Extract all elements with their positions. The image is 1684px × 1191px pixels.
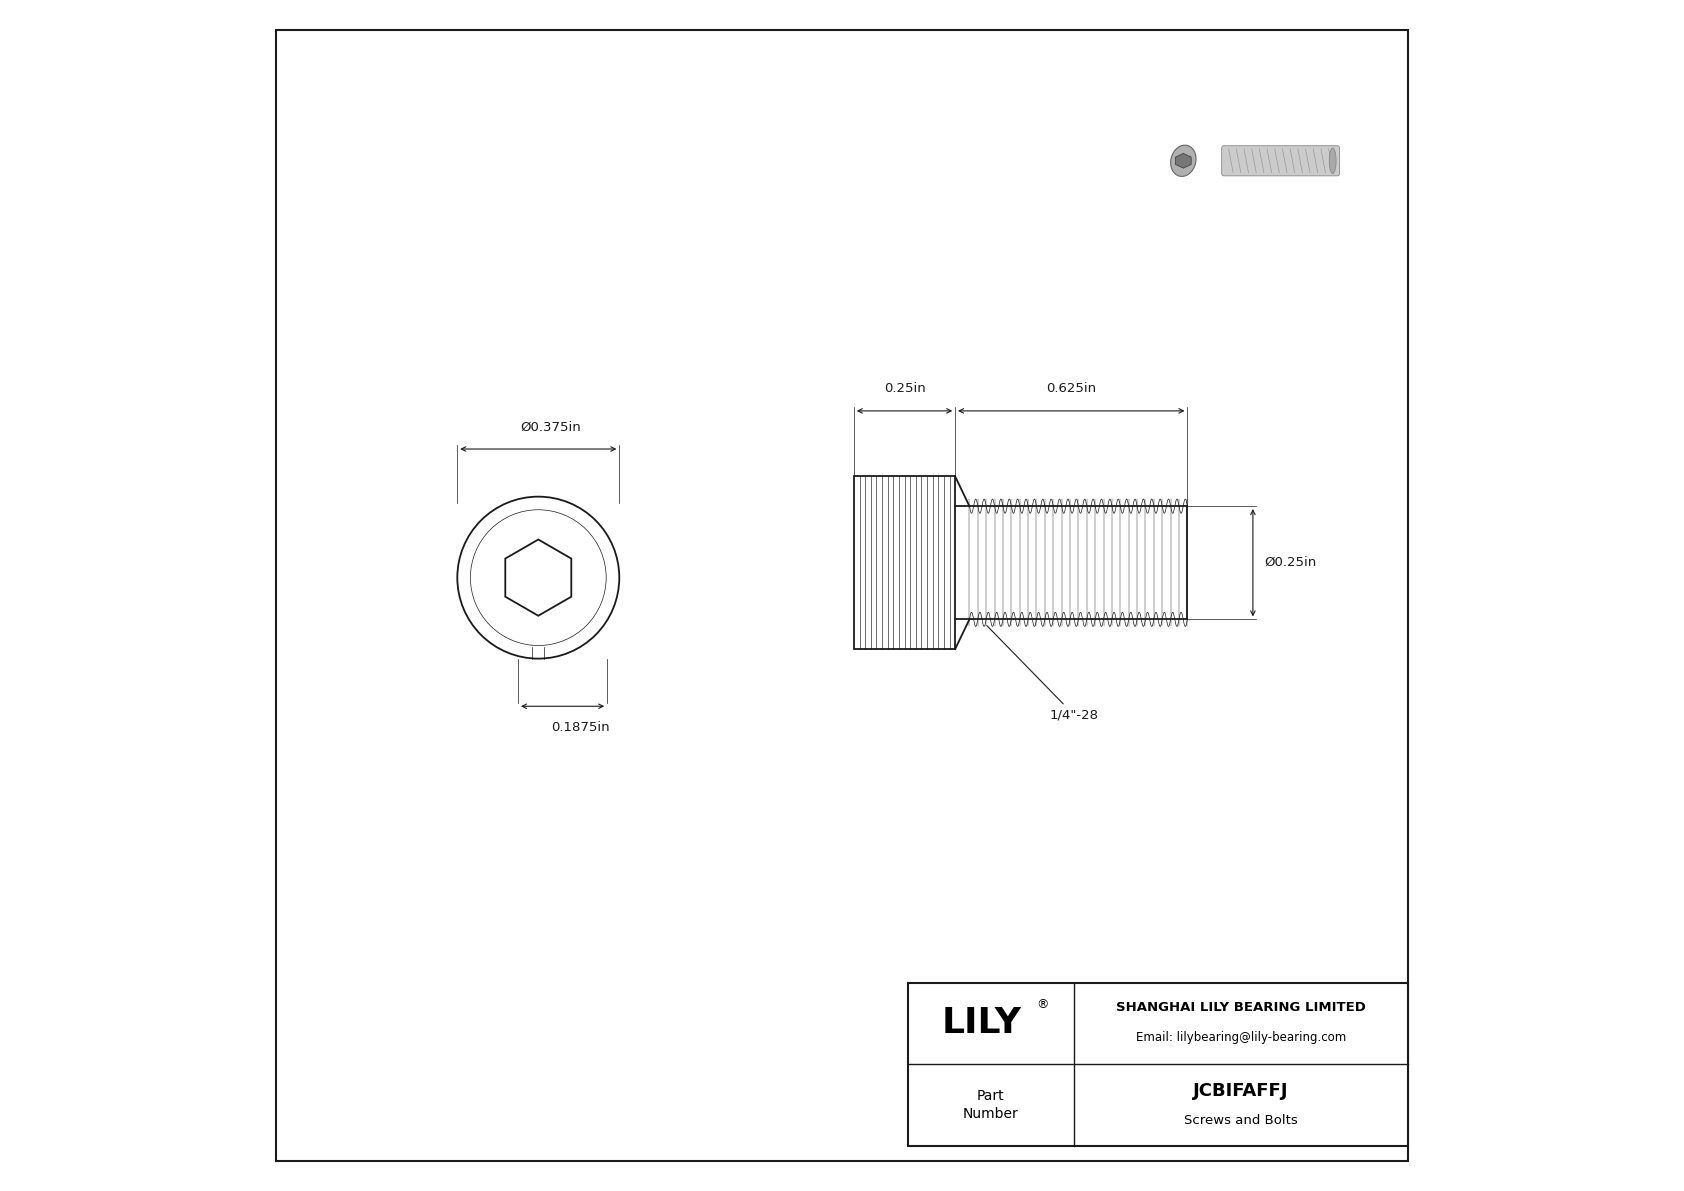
- Text: 0.1875in: 0.1875in: [551, 721, 610, 734]
- Text: Email: lilybearing@lily-bearing.com: Email: lilybearing@lily-bearing.com: [1137, 1031, 1346, 1045]
- Text: Ø0.25in: Ø0.25in: [1265, 556, 1317, 569]
- Text: ®: ®: [1036, 998, 1049, 1011]
- Text: 1/4"-28: 1/4"-28: [987, 625, 1098, 722]
- Ellipse shape: [1329, 148, 1335, 174]
- Bar: [908, 983, 1408, 1146]
- Bar: [854, 476, 955, 649]
- FancyBboxPatch shape: [1221, 145, 1339, 176]
- Text: 0.625in: 0.625in: [1046, 382, 1096, 395]
- Text: SHANGHAI LILY BEARING LIMITED: SHANGHAI LILY BEARING LIMITED: [1116, 1002, 1366, 1015]
- Text: Ø0.375in: Ø0.375in: [520, 420, 581, 434]
- Ellipse shape: [1170, 145, 1196, 176]
- Text: LILY: LILY: [941, 1006, 1021, 1041]
- Text: 0.25in: 0.25in: [884, 382, 926, 395]
- Text: Part
Number: Part Number: [963, 1089, 1019, 1121]
- Polygon shape: [1175, 154, 1191, 168]
- Text: JCBIFAFFJ: JCBIFAFFJ: [1194, 1081, 1288, 1099]
- Text: Screws and Bolts: Screws and Bolts: [1184, 1114, 1298, 1127]
